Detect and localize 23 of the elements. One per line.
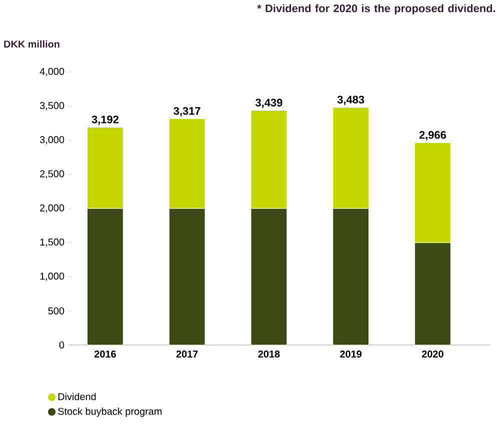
total-label: 3,439 <box>255 98 282 108</box>
y-tick-label: 1,500 <box>40 238 64 247</box>
legend-label: Dividend <box>58 392 96 400</box>
text: * Dividend for 2020 is the proposed dividend. <box>257 4 496 14</box>
x-tick-label: 2016 <box>94 350 116 358</box>
total-label: 2,966 <box>419 131 446 140</box>
x-tick-label: 2017 <box>176 350 198 358</box>
y-tick-label: 3,000 <box>40 136 64 144</box>
total-label: 3,317 <box>174 107 200 116</box>
total-label: 3,483 <box>337 96 364 106</box>
legend-label: Stock buyback program <box>58 408 162 417</box>
total-label: 3,192 <box>92 116 118 125</box>
y-tick-label: 2,000 <box>40 204 64 213</box>
y-tick-label: 2,500 <box>40 170 64 178</box>
x-tick-label: 2019 <box>340 350 362 358</box>
y-tick-label: 0 <box>59 341 64 349</box>
x-tick-label: 2018 <box>258 350 280 358</box>
x-tick-label: 2020 <box>422 350 444 358</box>
y-tick-label: 1,000 <box>40 272 64 281</box>
y-axis-title: DKK million <box>4 40 60 48</box>
y-tick-label: 500 <box>48 307 64 314</box>
y-tick-label: 3,500 <box>40 102 64 110</box>
y-tick-label: 4,000 <box>40 68 64 76</box>
